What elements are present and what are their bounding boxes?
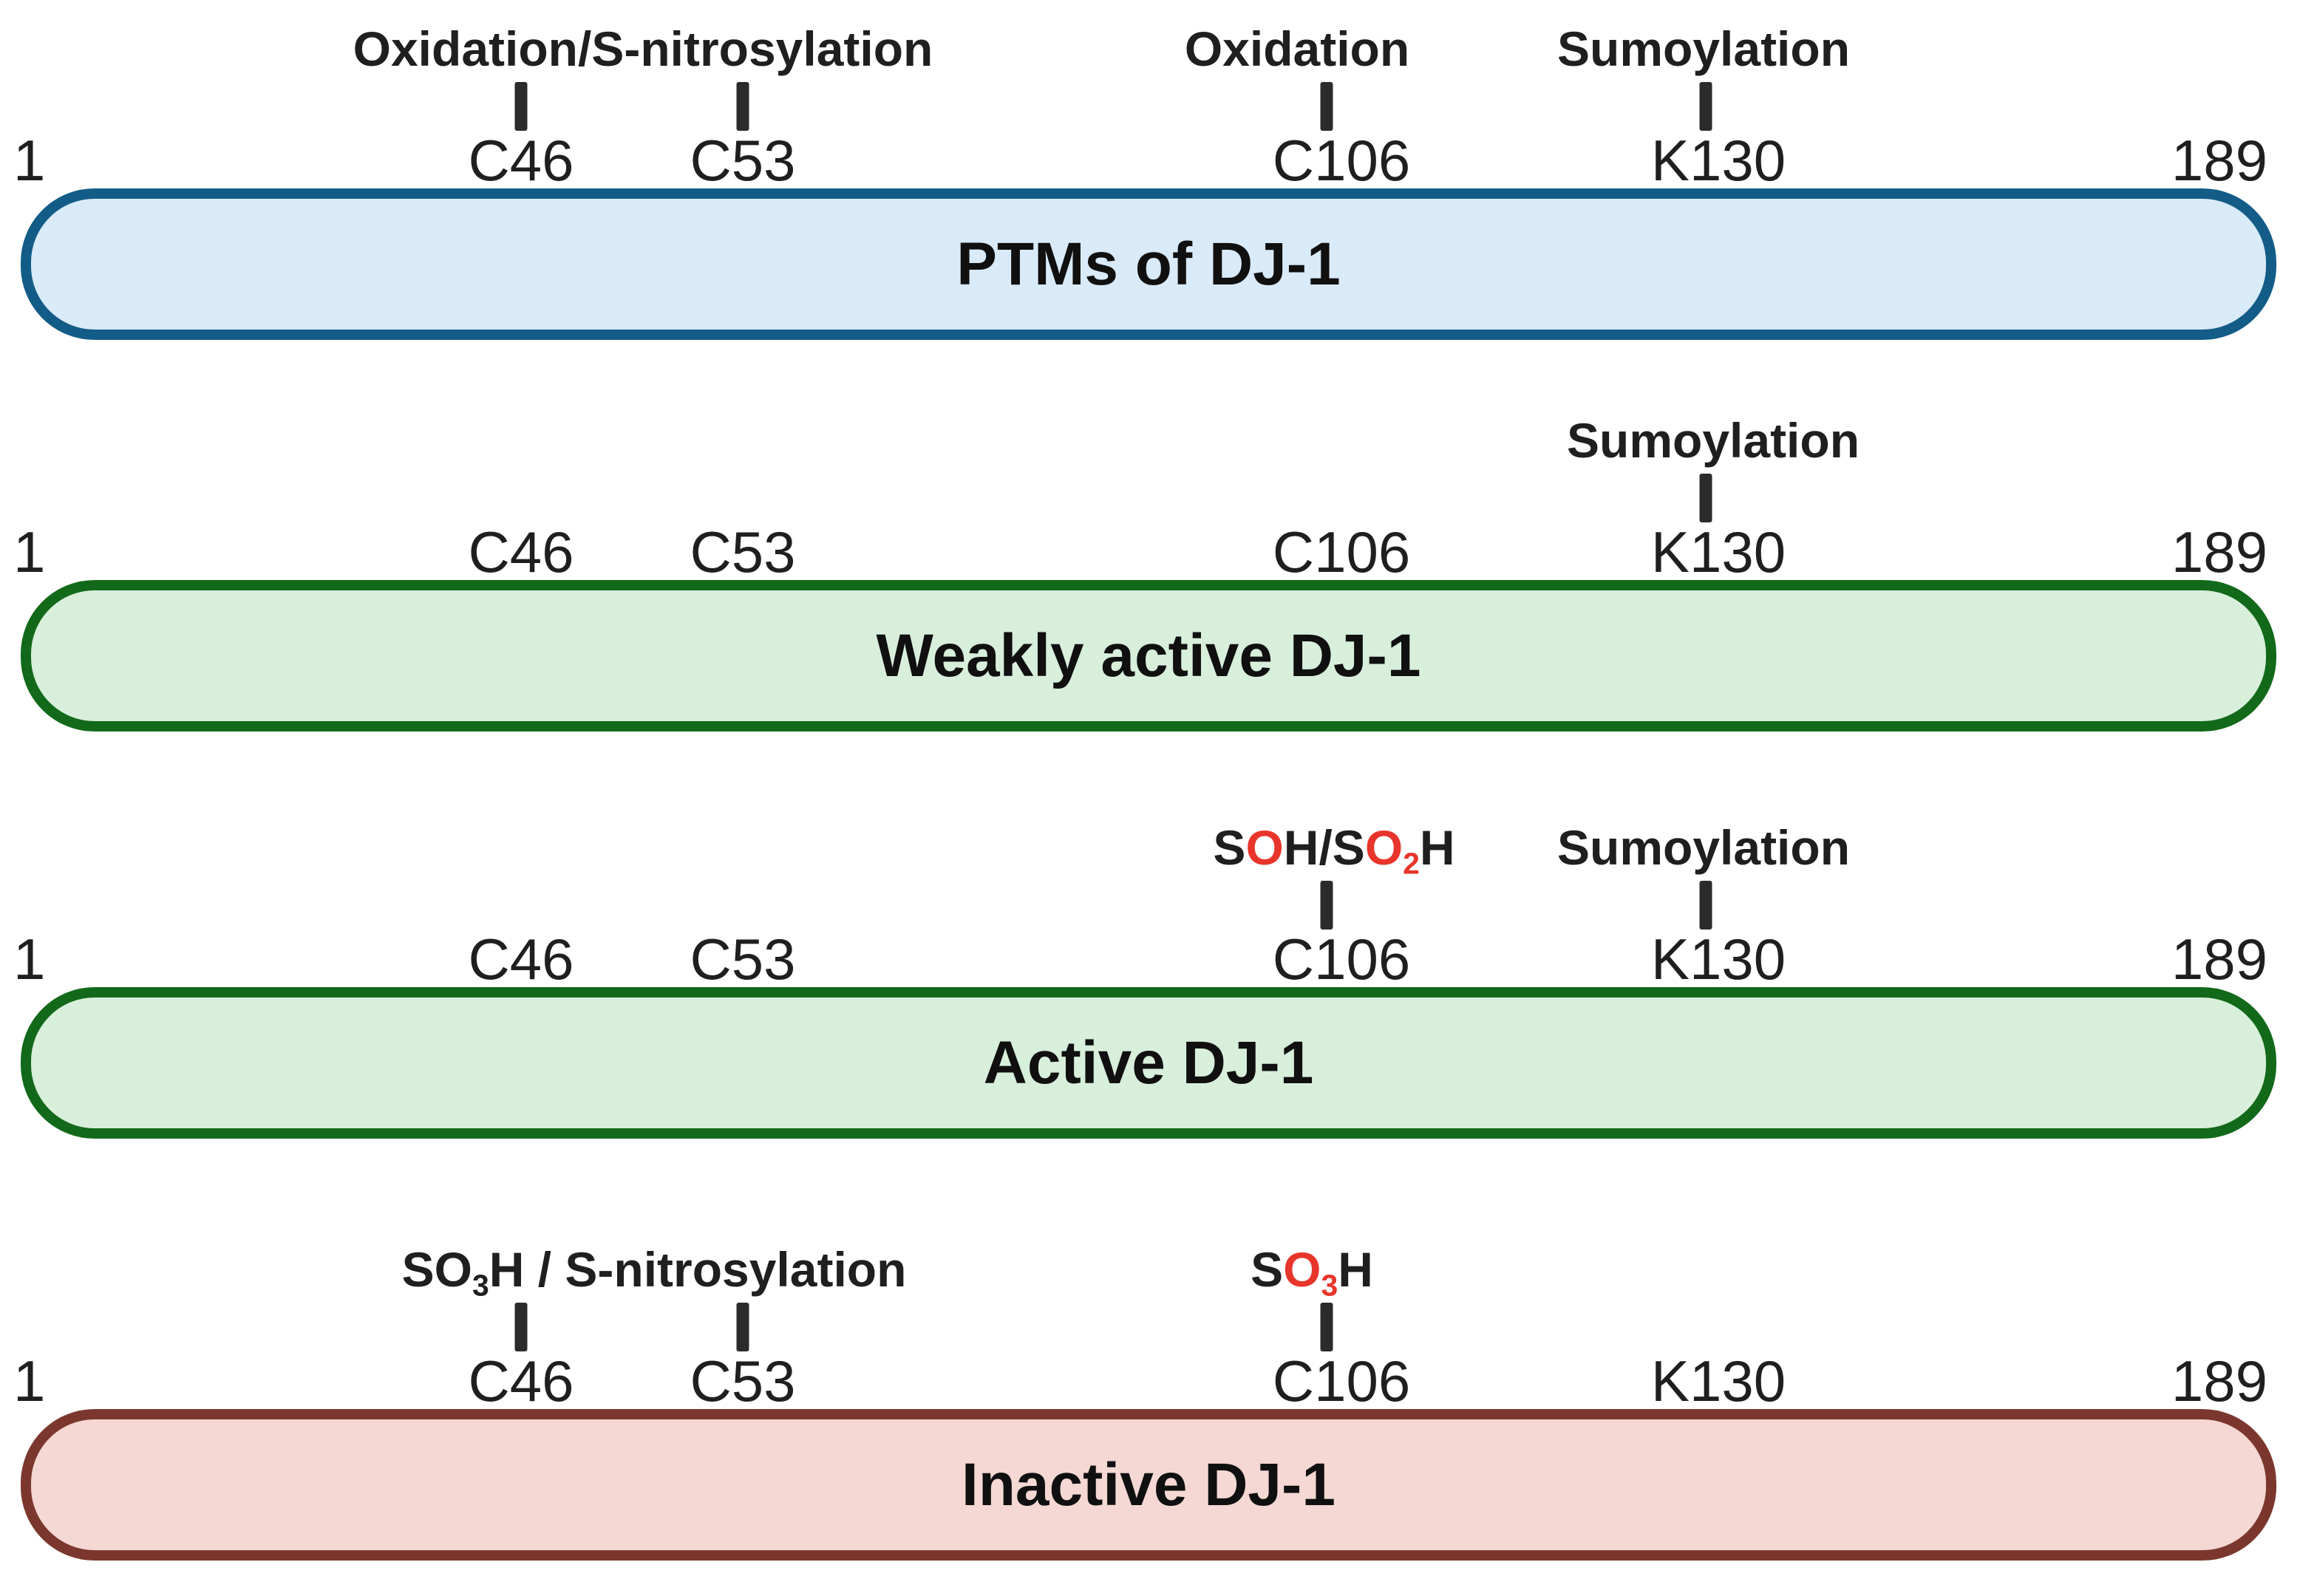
ptm-label-so3h: SO3H [1251,1242,1373,1302]
residue-label-c106: C106 [1272,927,1411,992]
residue-label-c106: C106 [1272,128,1411,193]
residue-end-label: 189 [2171,128,2267,193]
site-tick-k130 [1699,881,1712,930]
ptm-label-subscript: 2 [1403,846,1420,881]
ptm-label-text: SO [401,1242,472,1297]
protein-bar-title: PTMs of DJ-1 [956,230,1341,298]
residue-label-k130: K130 [1650,128,1786,193]
ptm-label-text: H [1419,820,1455,875]
residue-label-k130: K130 [1650,519,1786,584]
ptm-label-text-red: O [1283,1242,1321,1297]
ptm-label-sumoylation: Sumoylation [1557,820,1850,875]
site-tick-c106 [1320,82,1333,131]
residue-label-c53: C53 [690,519,796,584]
ptm-label-so3h-s-nitrosylation: SO3H / S-nitrosylation [401,1242,907,1302]
protein-row-weakly-active: Sumoylation 1 C46 C53 C106 K130 189 Weak… [0,403,2300,743]
protein-bar-title: Weakly active DJ-1 [876,621,1421,689]
protein-bar-weakly-active: Weakly active DJ-1 [21,580,2276,732]
ptm-label-text: Sumoylation [1556,21,1851,76]
residue-label-c106: C106 [1272,1348,1411,1413]
residue-start-label: 1 [13,1348,46,1413]
ptm-label-subscript: 3 [1321,1268,1338,1303]
protein-bar-active: Active DJ-1 [21,987,2276,1139]
ptm-label-text: Oxidation/S-nitrosylation [353,21,933,76]
ptm-label-text: H/S [1283,820,1365,875]
protein-row-inactive: SO3H / S-nitrosylation SO3H 1 C46 C53 C1… [0,1232,2300,1572]
residue-label-k130: K130 [1650,927,1786,992]
protein-row-active: SOH/SO2H Sumoylation 1 C46 C53 C106 K130… [0,810,2300,1150]
residue-label-c46: C46 [468,519,574,584]
ptm-label-oxidation: Oxidation [1185,21,1409,76]
site-tick-c106 [1320,881,1333,930]
ptm-label-soh-so2h: SOH/SO2H [1213,820,1455,880]
protein-bar-inactive: Inactive DJ-1 [21,1409,2276,1561]
ptm-label-sumoylation: Sumoylation [1557,21,1850,76]
site-tick-k130 [1699,82,1712,131]
site-tick-k130 [1699,474,1712,522]
ptm-label-text-red: O [1245,820,1284,875]
residue-label-c53: C53 [690,927,796,992]
residue-start-label: 1 [13,519,46,584]
residue-label-c46: C46 [468,927,574,992]
ptm-label-text: H / S-nitrosylation [489,1242,907,1297]
ptm-label-text: H [1338,1242,1373,1297]
protein-row-ptms: Oxidation/S-nitrosylation Oxidation Sumo… [0,11,2300,351]
residue-end-label: 189 [2171,519,2267,584]
residue-label-k130: K130 [1650,1348,1786,1413]
residue-label-c106: C106 [1272,519,1411,584]
residue-end-label: 189 [2171,1348,2267,1413]
site-tick-c46 [514,82,528,131]
residue-label-c53: C53 [690,1348,796,1413]
site-tick-c106 [1320,1303,1333,1351]
site-tick-c53 [736,82,749,131]
ptm-label-text: S [1251,1242,1284,1297]
ptm-label-text: Sumoylation [1556,820,1851,875]
protein-bar-title: Active DJ-1 [983,1029,1314,1097]
protein-bar-title: Inactive DJ-1 [962,1450,1336,1518]
ptm-label-text-red: O [1364,820,1404,875]
ptm-label-sumoylation: Sumoylation [1567,413,1860,468]
residue-end-label: 189 [2171,927,2267,992]
ptm-label-subscript: 3 [472,1268,489,1303]
residue-start-label: 1 [13,128,46,193]
ptm-label-text: Sumoylation [1566,413,1860,468]
residue-label-c46: C46 [468,1348,574,1413]
protein-bar-ptms: PTMs of DJ-1 [21,188,2276,340]
ptm-label-oxidation-s-nitrosylation: Oxidation/S-nitrosylation [353,21,933,76]
residue-start-label: 1 [13,927,46,992]
site-tick-c53 [736,1303,749,1351]
residue-label-c46: C46 [468,128,574,193]
residue-label-c53: C53 [690,128,796,193]
ptm-label-text: Oxidation [1184,21,1410,76]
site-tick-c46 [514,1303,528,1351]
ptm-label-text: S [1213,820,1246,875]
